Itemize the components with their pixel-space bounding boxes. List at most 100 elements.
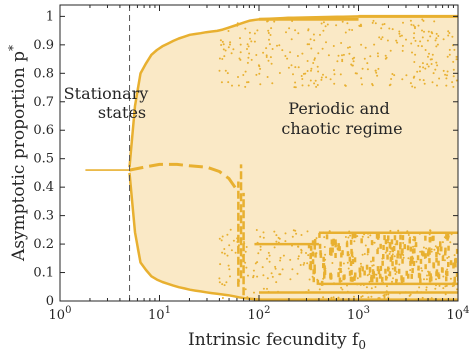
scatter-point (266, 287, 268, 290)
scatter-point (254, 262, 257, 265)
scatter-point (417, 24, 420, 27)
scatter-mark (339, 261, 342, 267)
scatter-mark (452, 262, 455, 268)
scatter-point (448, 48, 451, 51)
scatter-point (259, 235, 262, 238)
scatter-mark (365, 264, 369, 270)
scatter-mark (384, 275, 388, 281)
y-tick-label: 0.3 (33, 209, 54, 224)
scatter-point (411, 51, 413, 54)
scatter-point (421, 296, 424, 299)
annotation-stationary-line1: Stationary (64, 84, 149, 103)
scatter-mark (427, 248, 430, 254)
scatter-point (267, 251, 270, 254)
scatter-point (420, 291, 423, 294)
scatter-point (300, 249, 303, 252)
scatter-point (451, 285, 454, 288)
scatter-point (262, 231, 265, 234)
scatter-point (227, 264, 230, 267)
scatter-mark (338, 246, 341, 252)
scatter-point (416, 290, 419, 293)
scatter-point (376, 52, 379, 55)
scatter-point (250, 58, 253, 61)
scatter-point (276, 44, 278, 47)
scatter-mark (345, 242, 349, 248)
scatter-point (411, 85, 414, 88)
scatter-point (223, 55, 226, 58)
scatter-point (435, 278, 437, 281)
scatter-mark (313, 268, 316, 274)
scatter-mark (432, 263, 436, 269)
scatter-mark (350, 251, 354, 257)
scatter-point (377, 297, 380, 300)
scatter-mark (329, 273, 332, 279)
scatter-point (239, 37, 241, 40)
scatter-point (247, 274, 249, 277)
scatter-point (381, 36, 384, 39)
x-tick-label: 104 (447, 305, 469, 323)
y-tick-label: 0.1 (33, 266, 54, 281)
scatter-mark (313, 264, 316, 270)
scatter-point (230, 52, 233, 55)
scatter-point (346, 284, 348, 287)
scatter-point (418, 78, 421, 81)
annotation-stationary-line2: states (98, 103, 146, 122)
scatter-point (289, 258, 292, 261)
scatter-point (392, 277, 394, 280)
scatter-point (389, 83, 392, 86)
scatter-point (402, 21, 404, 24)
scatter-point (398, 282, 401, 285)
scatter-mark (377, 269, 381, 275)
scatter-point (371, 84, 374, 87)
scatter-point (352, 60, 355, 63)
scatter-mark (313, 239, 317, 244)
scatter-point (409, 19, 412, 22)
scatter-point (425, 286, 428, 289)
scatter-point (227, 30, 230, 32)
scatter-point (230, 249, 233, 252)
scatter-mark (419, 278, 422, 284)
scatter-point (227, 81, 230, 84)
scatter-mark (346, 251, 350, 257)
scatter-point (222, 48, 225, 51)
scatter-mark (428, 258, 431, 264)
scatter-point (289, 278, 292, 281)
scatter-point (391, 280, 393, 283)
scatter-point (315, 85, 318, 88)
y-tick-label: 0.5 (33, 152, 54, 167)
scatter-point (366, 68, 369, 71)
scatter-point (295, 232, 298, 235)
scatter-point (448, 53, 451, 56)
scatter-point (424, 283, 427, 285)
scatter-point (275, 234, 278, 237)
scatter-point (252, 269, 255, 272)
scatter-point (259, 67, 262, 70)
scatter-point (246, 61, 249, 64)
scatter-mark (320, 280, 324, 286)
scatter-point (370, 295, 373, 298)
scatter-point (389, 49, 392, 52)
scatter-point (256, 241, 259, 244)
scatter-point (262, 51, 265, 54)
scatter-point (393, 255, 396, 258)
scatter-mark (382, 245, 385, 250)
scatter-point (297, 255, 300, 258)
annotation-periodic-line1: Periodic and (288, 99, 389, 118)
scatter-point (265, 47, 268, 50)
scatter-point (226, 72, 229, 75)
scatter-mark (311, 240, 315, 246)
scatter-point (237, 76, 239, 78)
scatter-mark (309, 254, 312, 259)
scatter-point (309, 38, 312, 41)
scatter-point (270, 62, 273, 65)
scatter-point (429, 229, 432, 232)
scatter-point (274, 267, 277, 270)
scatter-point (321, 47, 324, 50)
scatter-mark (414, 242, 418, 248)
scatter-point (423, 82, 426, 85)
scatter-mark (322, 256, 325, 262)
x-axis-label-subscript: 0 (358, 338, 366, 352)
scatter-mark (387, 266, 390, 272)
scatter-point (304, 72, 307, 75)
scatter-point (359, 283, 362, 286)
